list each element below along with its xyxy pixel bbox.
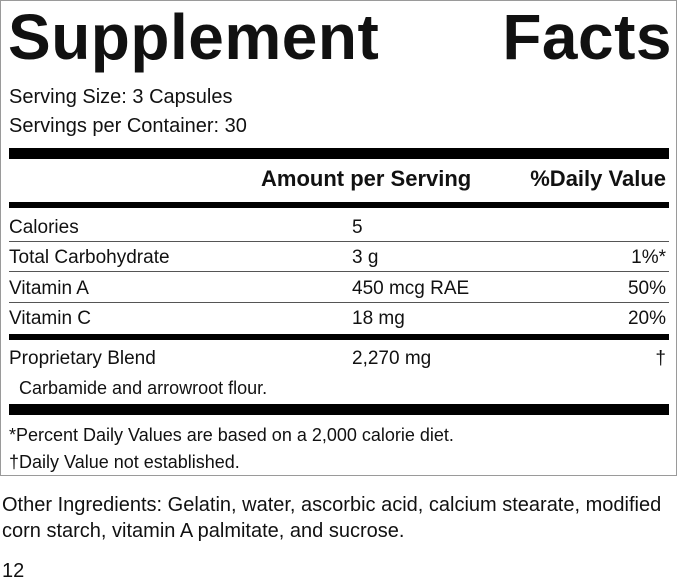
panel-title: Supplement Facts (8, 0, 672, 82)
nutrient-amount-vitamin-c: 18 mg (352, 308, 405, 329)
page-number: 12 (2, 560, 25, 582)
blend-dv: † (655, 348, 666, 369)
header-amount-per-serving: Amount per Serving (261, 166, 472, 191)
header-daily-value: %Daily Value (530, 166, 666, 191)
blend-ingredients: Carbamide and arrowroot flour. (19, 378, 268, 398)
divider-thick-bottom (9, 404, 669, 415)
nutrient-amount-calories: 5 (352, 217, 363, 238)
nutrient-name-vitamin-c: Vitamin C (9, 308, 92, 329)
footnote-percent-daily-value: *Percent Daily Values are based on a 2,0… (9, 425, 454, 445)
supplement-facts-panel: Supplement Facts Serving Size: 3 Capsule… (0, 0, 677, 476)
divider-blend (9, 334, 669, 340)
nutrient-name-carbohydrate: Total Carbohydrate (9, 247, 170, 268)
blend-name: Proprietary Blend (9, 348, 156, 369)
row-rule (9, 302, 669, 303)
nutrient-dv-vitamin-a: 50% (627, 278, 666, 299)
nutrient-amount-carbohydrate: 3 g (352, 247, 379, 268)
nutrient-dv-vitamin-c: 20% (627, 308, 666, 329)
title-word-facts: Facts (502, 1, 672, 73)
footnote-not-established: †Daily Value not established. (9, 452, 240, 472)
row-rule (9, 271, 669, 272)
nutrient-name-vitamin-a: Vitamin A (9, 278, 89, 299)
nutrient-name-calories: Calories (9, 217, 79, 238)
servings-per-container: Servings per Container: 30 (9, 115, 247, 137)
title-word-supplement: Supplement (8, 1, 380, 73)
serving-size: Serving Size: 3 Capsules (9, 86, 233, 108)
other-ingredients: Other Ingredients: Gelatin, water, ascor… (2, 494, 662, 542)
divider-header (9, 202, 669, 208)
nutrient-dv-carbohydrate: 1%* (631, 247, 666, 268)
nutrient-amount-vitamin-a: 450 mcg RAE (352, 278, 470, 299)
row-rule (9, 241, 669, 242)
divider-thick-top (9, 148, 669, 159)
blend-amount: 2,270 mg (352, 348, 432, 369)
